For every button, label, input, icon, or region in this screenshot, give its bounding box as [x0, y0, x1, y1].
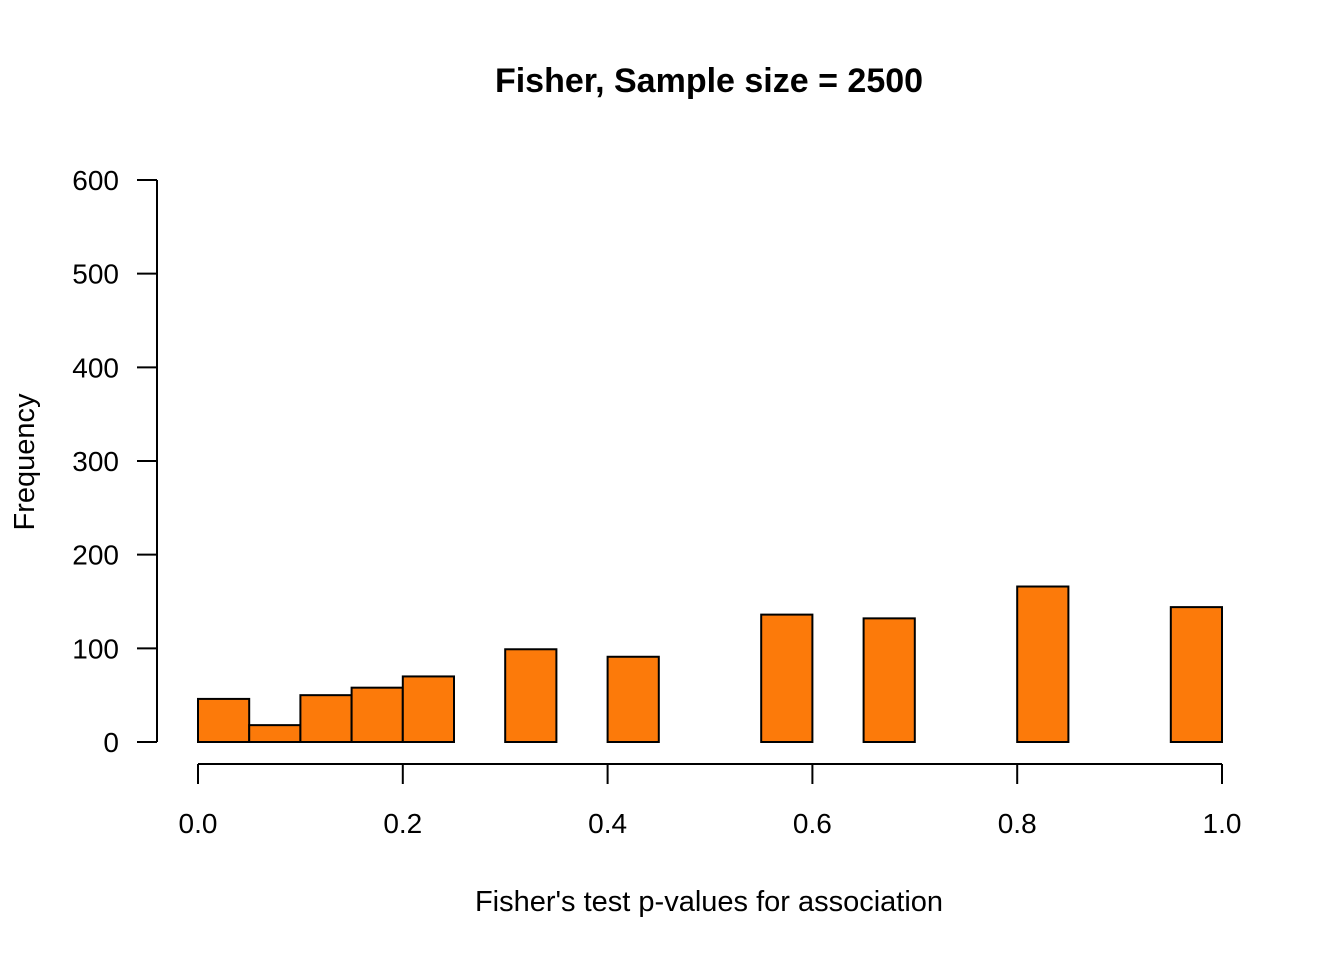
- histogram-bar: [248, 724, 302, 744]
- x-tick-label: 0.4: [588, 808, 627, 839]
- y-tick-label: 100: [72, 633, 119, 664]
- x-tick-label: 0.6: [793, 808, 832, 839]
- x-axis: 0.0 0.2 0.4 0.6 0.8 1.0: [179, 763, 1242, 839]
- y-tick-label: 0: [103, 727, 119, 758]
- x-tick-label: 1.0: [1203, 808, 1242, 839]
- histogram-bar: [197, 697, 251, 743]
- y-tick-label: 400: [72, 352, 119, 383]
- y-tick-label: 500: [72, 259, 119, 290]
- histogram-bar: [760, 613, 814, 744]
- chart-title: Fisher, Sample size = 2500: [495, 62, 923, 100]
- histogram-bar: [606, 655, 660, 743]
- histogram-bar: [401, 675, 455, 744]
- y-tick-label: 200: [72, 540, 119, 571]
- histogram-bar: [504, 648, 558, 744]
- y-axis-label: Frequency: [9, 393, 41, 531]
- histogram-bar: [1016, 585, 1070, 743]
- histogram-bar: [1169, 606, 1224, 743]
- x-tick-label: 0.8: [998, 808, 1037, 839]
- bars-group: [197, 585, 1224, 744]
- x-tick-label: 0.2: [383, 808, 422, 839]
- y-tick-label: 300: [72, 446, 119, 477]
- x-axis-label: Fisher's test p-values for association: [475, 886, 943, 918]
- y-axis: 0 100 200 300 400 500 600: [72, 165, 158, 758]
- x-tick-label: 0.0: [179, 808, 218, 839]
- histogram-bar: [862, 617, 916, 743]
- histogram-bar: [350, 686, 404, 744]
- histogram-bar: [299, 694, 353, 744]
- y-tick-label: 600: [72, 165, 119, 196]
